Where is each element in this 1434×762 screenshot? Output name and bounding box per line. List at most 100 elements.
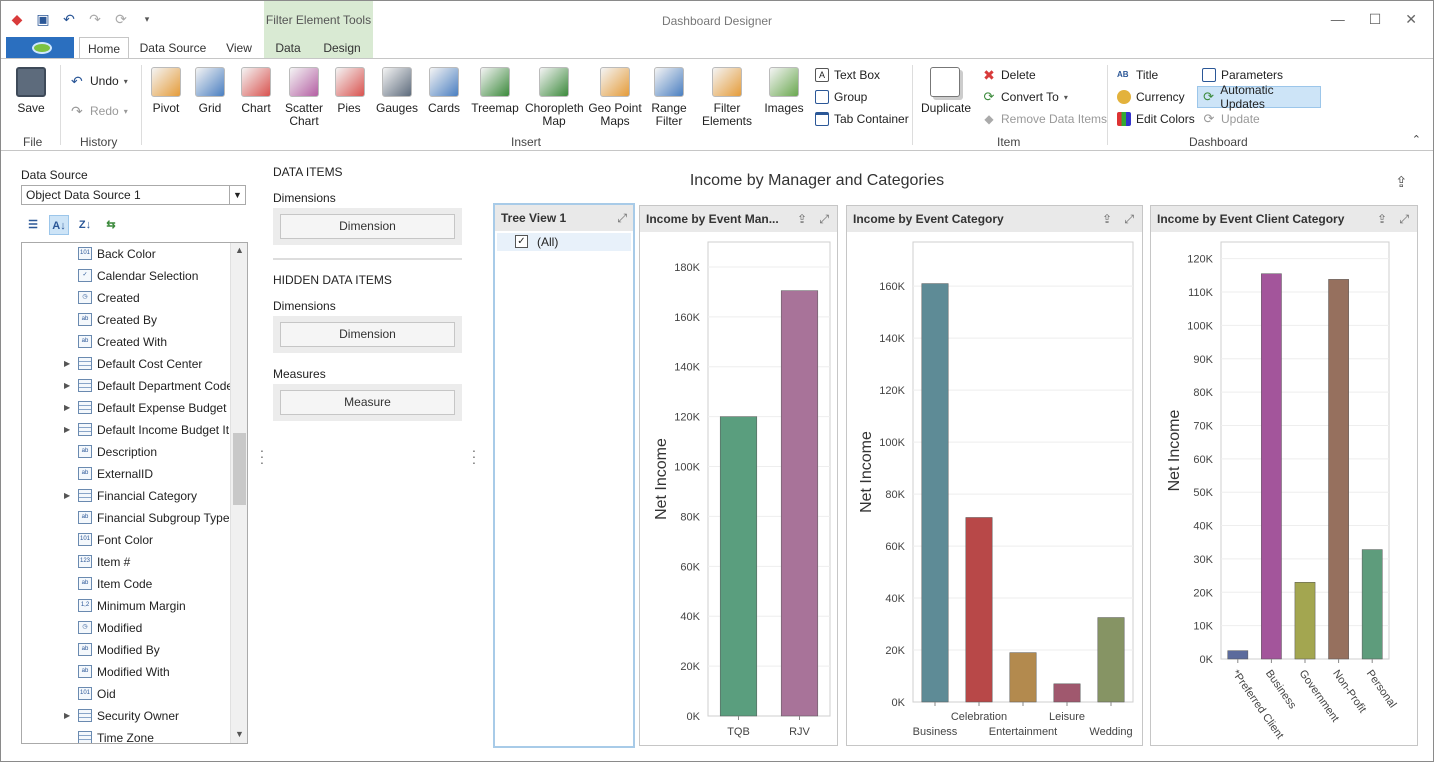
text-box-button[interactable]: A Text Box [815,66,880,84]
tree-view-card[interactable]: Tree View 1 ⤢ ✓ (All) [493,203,635,748]
export-icon[interactable]: ⇪ [1101,212,1112,226]
field-list-item[interactable]: 101 Oid [22,683,231,705]
field-list-item[interactable]: ▶ Default Department Code [22,375,233,397]
pies-button[interactable]: Pies [335,67,365,115]
currency-button[interactable]: Currency [1117,88,1185,106]
tab-design[interactable]: Design [323,41,361,55]
maximize-icon[interactable]: ⤢ [819,212,829,226]
maximize-icon[interactable]: ⤢ [1399,212,1409,226]
field-list-item[interactable]: ab Created By [22,309,231,331]
chart-card-client-category[interactable]: Income by Event Client Category ⇪ ⤢ 0K 10K 2… [1150,205,1418,746]
cards-button[interactable]: Cards [425,67,463,115]
expand-arrow-icon[interactable]: ▶ [64,359,71,368]
field-list-item[interactable]: ab Description [22,441,231,463]
maximize-icon[interactable]: ⤢ [617,211,627,225]
field-list-item[interactable]: ab Modified With [22,661,231,683]
field-list-item[interactable]: 1,2 Minimum Margin [22,595,231,617]
field-list-item[interactable]: ab Modified By [22,639,231,661]
hidden-dimension-placeholder-button[interactable]: Dimension [280,322,455,347]
minimize-icon[interactable]: — [1330,11,1345,27]
gauges-button[interactable]: Gauges [375,67,419,115]
scroll-down-icon[interactable]: ▼ [235,729,244,739]
field-list-item[interactable]: ▶ Default Cost Center [22,353,231,375]
chart-card-event-category[interactable]: Income by Event Category ⇪ ⤢ 0K 20K 40K 60K 80… [846,205,1143,746]
treemap-button[interactable]: Treemap [471,67,519,115]
geo-point-maps-button[interactable]: Geo Point Maps [587,67,643,128]
tab-data[interactable]: Data [275,41,301,55]
splitter-handle-icon[interactable]: · · · [471,442,477,470]
field-list-scrollbar[interactable]: ▲ ▼ [230,243,247,743]
maximize-icon[interactable]: ☐ [1368,11,1382,27]
sort-ascending-icon[interactable]: A↓ [49,215,69,235]
scatter-chart-button[interactable]: Scatter Chart [283,67,325,128]
choropleth-map-button[interactable]: Choropleth Map [525,67,584,128]
data-source-select[interactable]: Object Data Source 1 ▼ [21,185,246,205]
tab-container-button[interactable]: Tab Container [815,110,909,128]
customize-qat-icon[interactable]: ▾ [144,14,150,24]
filter-elements-button[interactable]: Filter Elements [699,67,755,128]
export-icon[interactable]: ⇪ [1376,212,1387,226]
delete-button[interactable]: ✖ Delete [982,66,1036,84]
field-list-item[interactable]: 101 Back Color [22,243,231,265]
expand-arrow-icon[interactable]: ▶ [64,491,71,500]
tab-home[interactable]: Home [79,37,129,59]
field-list-item[interactable]: ▶ Financial Category [22,485,231,507]
export-icon[interactable]: ⇪ [796,212,807,226]
save-button[interactable]: Save [13,67,49,115]
field-list-item[interactable]: ▶ Default Expense Budget ... [22,397,240,419]
field-list-item[interactable]: 101 Font Color [22,529,231,551]
sort-descending-icon[interactable]: Z↓ [78,219,92,231]
close-icon[interactable]: ✕ [1405,11,1417,27]
convert-to-button[interactable]: ⟳ Convert To ▾ [982,88,1068,106]
field-list-item[interactable]: ▶ Default Income Budget It... [22,419,239,441]
undo-icon[interactable]: ↶ [63,11,75,27]
duplicate-button[interactable]: Duplicate [921,67,971,115]
field-list-item[interactable]: ✓ Calendar Selection [22,265,231,287]
measure-placeholder-button[interactable]: Measure [280,390,455,415]
title-button[interactable]: AB Title [1117,66,1158,84]
remove-data-items-button[interactable]: ◆ Remove Data Items [982,110,1107,128]
tab-data-source[interactable]: Data Source [139,41,207,55]
collapse-ribbon-icon[interactable]: ⌃ [1411,134,1421,146]
expand-arrow-icon[interactable]: ▶ [64,403,71,412]
refresh-icon[interactable]: ⟳ [115,11,127,27]
chart-card-event-manager[interactable]: Income by Event Man... ⇪ ⤢ 0K 20K 40K 60K 80K 1… [639,205,838,746]
images-button[interactable]: Images [761,67,807,115]
group-by-type-icon[interactable]: ☰ [28,219,38,231]
field-list-item[interactable]: ab Item Code [22,573,231,595]
splitter-handle-icon[interactable]: · · · [259,442,265,470]
field-list-item[interactable]: ▶ Security Owner [22,705,231,727]
range-filter-button[interactable]: Range Filter [647,67,691,128]
field-list-item[interactable]: 123 Item # [22,551,231,573]
field-list-item[interactable]: ab Financial Subgroup Type [22,507,231,529]
app-icon[interactable]: ◆ [11,11,23,27]
export-dashboard-icon[interactable]: ⇪ [1395,174,1408,191]
tree-view-item-all[interactable]: ✓ (All) [497,233,631,251]
parameters-button[interactable]: Parameters [1202,66,1283,84]
undo-button[interactable]: ↶ Undo ▾ [71,72,128,90]
automatic-updates-button[interactable]: ⟳ Automatic Updates [1197,83,1321,111]
maximize-icon[interactable]: ⤢ [1124,212,1134,226]
redo-icon[interactable]: ↷ [89,11,101,27]
redo-button[interactable]: ↷ Redo ▾ [71,102,128,120]
chart-button[interactable]: Chart [237,67,275,115]
dimension-placeholder-button[interactable]: Dimension [280,214,455,239]
tab-view[interactable]: View [226,41,252,55]
expand-arrow-icon[interactable]: ▶ [64,381,71,390]
pivot-button[interactable]: Pivot [149,67,183,115]
group-button[interactable]: Group [815,88,867,106]
file-menu-tab[interactable] [6,37,74,59]
field-list-item[interactable]: Time Zone [22,727,231,743]
checkbox-icon[interactable]: ✓ [515,235,528,248]
expand-arrow-icon[interactable]: ▶ [64,711,71,720]
field-list-item[interactable]: ◷ Created [22,287,231,309]
save-icon[interactable]: ▣ [36,11,50,27]
field-list-item[interactable]: ab Created With [22,331,231,353]
chevron-down-icon[interactable]: ▼ [229,186,245,204]
field-list-item[interactable]: ◷ Modified [22,617,231,639]
field-list-item[interactable]: ab ExternalID [22,463,231,485]
edit-colors-button[interactable]: Edit Colors [1117,110,1195,128]
expand-arrow-icon[interactable]: ▶ [64,425,71,434]
scroll-up-icon[interactable]: ▲ [235,245,244,255]
update-button[interactable]: ⟳ Update [1202,110,1260,128]
